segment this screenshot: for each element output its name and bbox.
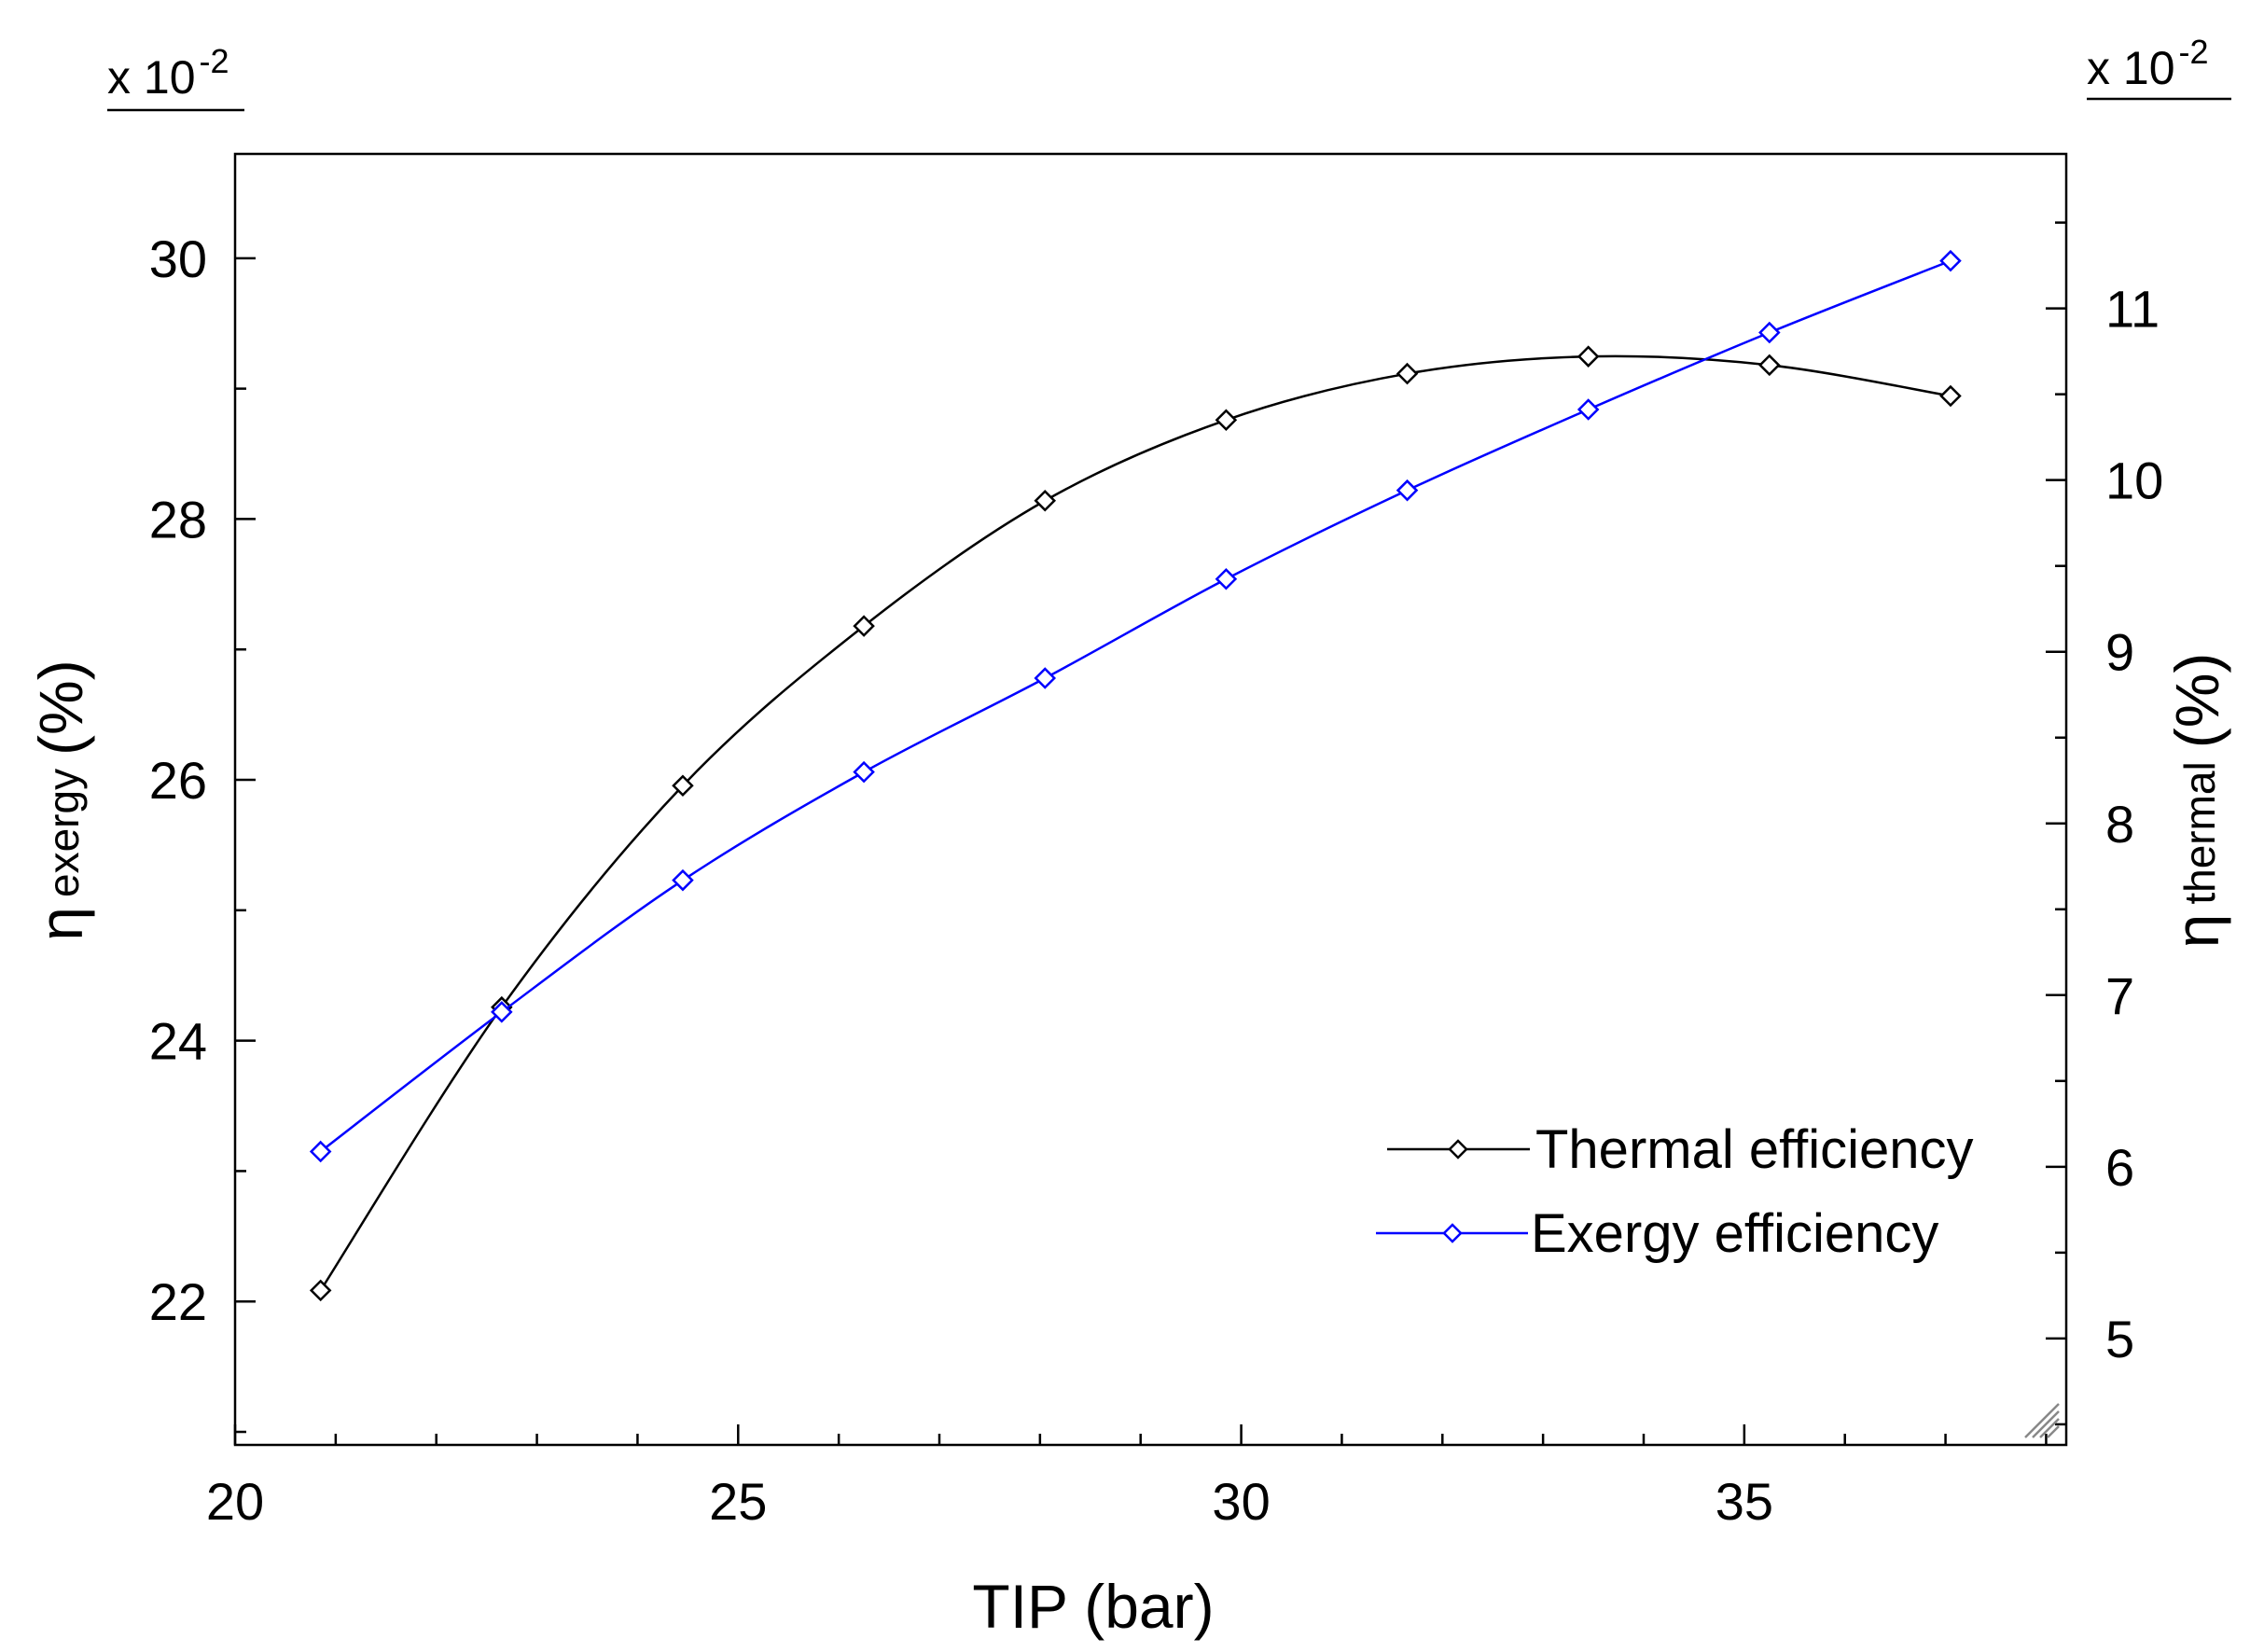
x-tick-label-35: 35 — [1715, 1472, 1773, 1531]
legend: Thermal efficiency Exergy efficiency — [1376, 1119, 1974, 1264]
right-axis-title-sub: thermal — [2175, 761, 2224, 904]
right-axis-title-symbol: η — [2162, 914, 2231, 949]
data-point-thermal-efficiency-9 — [1939, 384, 1962, 408]
right-tick-label-5: 5 — [2105, 1310, 2134, 1368]
right-tick-label-10: 10 — [2105, 451, 2163, 510]
legend-label-thermal: Thermal efficiency — [1535, 1119, 1974, 1180]
right-tick-label-6: 6 — [2105, 1138, 2134, 1197]
legend-marker-thermal — [1448, 1139, 1468, 1159]
legend-marker-exergy — [1442, 1223, 1463, 1243]
series-layer — [309, 249, 1962, 1302]
data-point-exergy-efficiency-7 — [1576, 398, 1600, 421]
left-tick-label-24: 24 — [149, 1012, 207, 1071]
legend-label-exergy: Exergy efficiency — [1531, 1203, 1938, 1264]
left-axis-title-unit: (%) — [26, 659, 95, 756]
svg-text:x 10-2: x 10 -2 — [2087, 33, 2209, 94]
right-tick-label-9: 9 — [2105, 623, 2134, 682]
data-point-exergy-efficiency-2 — [672, 868, 694, 892]
data-point-exergy-efficiency-9 — [1939, 249, 1962, 272]
left-axis-title: η exergy (%) — [26, 659, 95, 940]
left-tick-label-22: 22 — [149, 1272, 207, 1331]
left-y-axis: 22 24 26 28 30 — [149, 229, 256, 1434]
right-multiplier-base: x 10 — [2087, 42, 2175, 94]
data-point-thermal-efficiency-2 — [672, 774, 694, 798]
right-axis-title: η thermal (%) — [2162, 653, 2231, 949]
data-point-thermal-efficiency-8 — [1758, 354, 1781, 377]
resize-grip-icon — [2024, 1403, 2060, 1438]
left-multiplier-exp: -2 — [200, 42, 229, 80]
x-axis-title: TIP (bar) — [972, 1572, 1214, 1641]
right-y-axis: 5 6 7 8 9 10 11 — [2046, 221, 2163, 1426]
data-point-thermal-efficiency-7 — [1576, 345, 1600, 368]
right-multiplier: x 10 -2 — [2087, 33, 2231, 101]
left-axis-title-symbol: η — [26, 907, 95, 941]
data-point-thermal-efficiency-3 — [853, 615, 875, 637]
right-multiplier-exp: -2 — [2179, 33, 2209, 71]
data-point-exergy-efficiency-6 — [1396, 479, 1419, 502]
data-point-exergy-efficiency-3 — [853, 760, 875, 784]
series-line-exergy-efficiency — [319, 259, 1951, 1153]
left-tick-label-30: 30 — [149, 229, 207, 288]
left-axis-title-sub: exergy — [39, 769, 88, 897]
x-tick-label-20: 20 — [206, 1472, 264, 1531]
left-tick-label-28: 28 — [149, 490, 207, 548]
data-point-exergy-efficiency-0 — [309, 1140, 332, 1163]
left-multiplier-base: x 10 — [107, 51, 196, 104]
x-tick-label-30: 30 — [1212, 1472, 1270, 1531]
data-point-exergy-efficiency-4 — [1034, 667, 1057, 689]
svg-text:x 10-2: x 10 -2 — [107, 42, 229, 104]
x-tick-label-25: 25 — [709, 1472, 767, 1531]
right-tick-label-11: 11 — [2105, 280, 2160, 339]
data-point-thermal-efficiency-4 — [1034, 489, 1057, 512]
right-axis-title-unit: (%) — [2162, 653, 2231, 749]
x-axis: 20 25 30 35 — [206, 1424, 2048, 1531]
data-point-exergy-efficiency-5 — [1215, 567, 1238, 590]
right-tick-label-8: 8 — [2105, 795, 2134, 854]
data-point-thermal-efficiency-6 — [1396, 362, 1419, 385]
plot-frame — [233, 152, 2068, 1447]
series-line-thermal-efficiency — [319, 354, 1951, 1292]
left-multiplier: x 10 -2 — [107, 42, 244, 112]
data-point-exergy-efficiency-1 — [491, 1001, 513, 1023]
data-point-thermal-efficiency-5 — [1215, 409, 1238, 432]
data-point-exergy-efficiency-8 — [1758, 321, 1781, 344]
left-tick-label-26: 26 — [149, 751, 207, 810]
data-point-thermal-efficiency-0 — [309, 1279, 332, 1302]
right-tick-label-7: 7 — [2105, 966, 2134, 1025]
